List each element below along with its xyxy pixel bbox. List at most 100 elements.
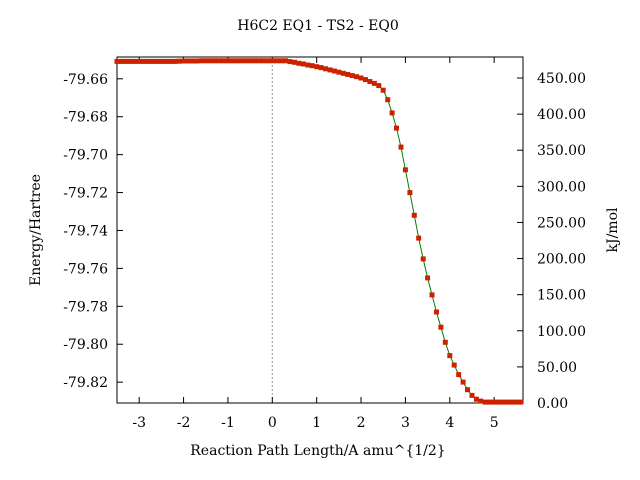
data-point — [283, 58, 289, 64]
data-point — [141, 58, 147, 64]
data-point — [456, 372, 462, 378]
data-point — [363, 77, 368, 83]
data-point — [247, 58, 253, 64]
data-point — [252, 58, 258, 64]
data-point — [371, 80, 377, 86]
data-point-markers — [114, 58, 524, 405]
data-point — [411, 212, 417, 218]
data-point — [376, 83, 382, 89]
data-point — [198, 58, 204, 64]
data-point — [114, 58, 120, 64]
data-point — [207, 58, 213, 64]
y-tick-label: -79.74 — [63, 223, 108, 239]
data-point — [434, 309, 439, 315]
data-point — [203, 58, 209, 64]
data-point — [323, 66, 328, 72]
y2-tick-label: 450.00 — [537, 71, 586, 87]
data-point — [265, 58, 271, 64]
data-point — [438, 324, 444, 330]
data-point — [216, 58, 222, 64]
data-point — [158, 58, 164, 64]
data-point — [300, 61, 306, 67]
data-point — [460, 379, 466, 385]
y-tick-label: -79.76 — [63, 261, 108, 277]
data-point — [331, 68, 337, 74]
data-point — [394, 125, 399, 131]
data-point — [212, 58, 218, 64]
x-axis-ticks: -3 -2 -1 0 1 2 3 4 5 — [132, 57, 499, 431]
data-point — [278, 58, 284, 64]
data-point — [425, 275, 431, 281]
data-point — [380, 87, 386, 93]
data-point — [269, 58, 275, 64]
data-point — [229, 58, 235, 64]
y-axis-ticks: -79.66 -79.68 -79.70 -79.72 -79.74 -79.76 -79.… — [63, 72, 123, 391]
data-point — [132, 58, 138, 64]
x-tick-label: 0 — [268, 415, 277, 431]
data-point — [238, 58, 244, 64]
data-point — [416, 235, 422, 241]
y-tick-label: -79.72 — [63, 186, 108, 202]
y2-tick-label: 0.00 — [537, 396, 568, 412]
data-point — [336, 69, 342, 75]
x-tick-label: 2 — [357, 415, 366, 431]
data-point — [513, 399, 519, 405]
data-point — [185, 58, 191, 64]
data-point — [234, 58, 240, 64]
data-point — [296, 60, 302, 66]
data-point — [389, 110, 395, 116]
x-tick-label: 1 — [312, 415, 321, 431]
data-point — [420, 256, 426, 262]
data-point — [340, 70, 346, 76]
data-point — [176, 58, 182, 64]
data-point — [505, 399, 510, 405]
data-point — [309, 63, 315, 69]
y-tick-label: -79.68 — [63, 110, 108, 126]
data-point — [491, 399, 497, 405]
data-point — [354, 74, 360, 80]
data-point — [145, 58, 151, 64]
data-point — [447, 353, 453, 359]
data-point — [314, 64, 320, 70]
data-point — [123, 58, 129, 64]
data-point — [327, 67, 333, 73]
y-axis-label: Energy/Hartree — [28, 174, 44, 286]
x-tick-label: -1 — [221, 415, 235, 431]
y2-tick-label: 250.00 — [537, 215, 586, 231]
chart-title: H6C2 EQ1 - TS2 - EQ0 — [237, 18, 399, 34]
data-point — [181, 58, 187, 64]
data-point — [478, 398, 484, 404]
data-point — [451, 362, 457, 368]
data-point — [442, 339, 448, 345]
data-point — [429, 292, 435, 298]
data-point — [189, 58, 195, 64]
data-point — [487, 399, 493, 405]
data-point — [274, 58, 280, 64]
data-point — [402, 167, 408, 173]
y-tick-label: -79.66 — [63, 72, 108, 88]
data-point — [172, 58, 178, 64]
y2-tick-label: 200.00 — [537, 252, 586, 268]
data-point — [407, 190, 413, 196]
data-point — [509, 399, 515, 405]
data-point — [167, 58, 173, 64]
data-point — [150, 58, 155, 64]
data-point — [345, 71, 351, 77]
data-point — [385, 97, 391, 103]
data-point — [154, 58, 160, 64]
x-tick-label: 3 — [401, 415, 410, 431]
data-point — [465, 387, 470, 393]
data-point — [398, 144, 404, 150]
y2-tick-label: 350.00 — [537, 143, 586, 159]
data-point — [127, 58, 133, 64]
x-axis-label: Reaction Path Length/A amu^{1/2} — [190, 443, 445, 459]
data-point — [482, 399, 488, 405]
x-tick-label: -2 — [177, 415, 191, 431]
y2-tick-label: 400.00 — [537, 107, 586, 123]
data-point — [260, 58, 266, 64]
x-tick-label: 4 — [445, 415, 454, 431]
y2-tick-label: 150.00 — [537, 288, 586, 304]
energy-curve — [117, 60, 521, 403]
data-point — [518, 399, 524, 405]
